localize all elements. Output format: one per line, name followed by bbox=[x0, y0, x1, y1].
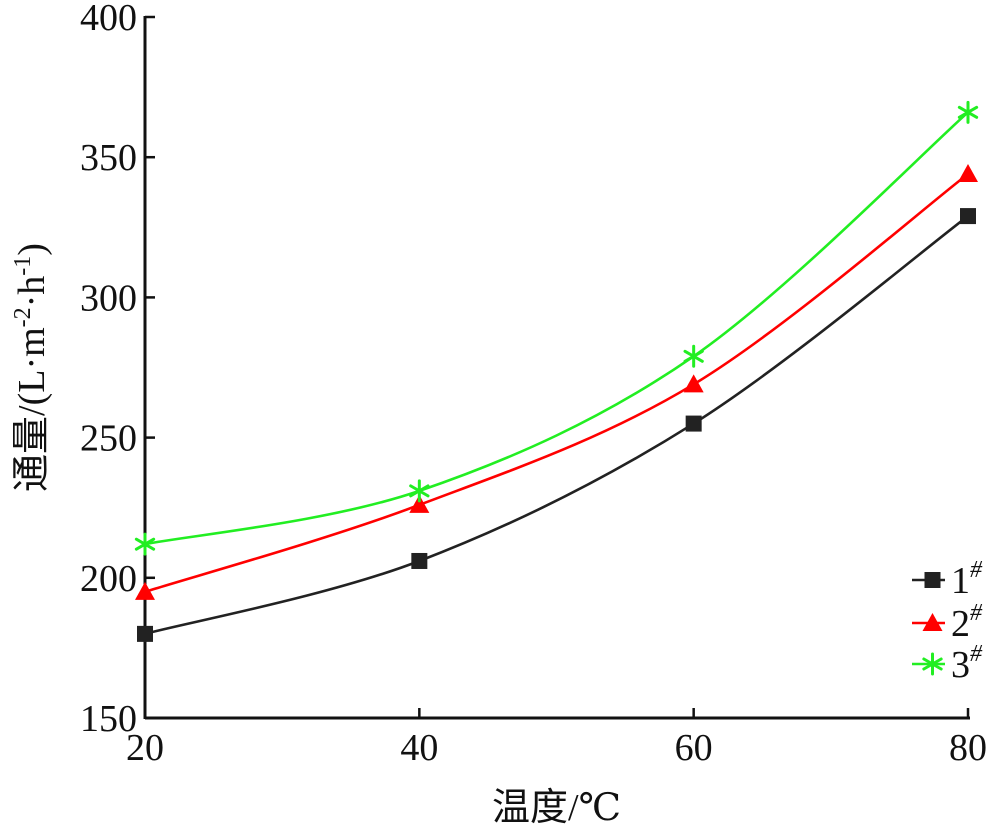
legend-item-3: 3# bbox=[912, 641, 983, 686]
series-line bbox=[144, 111, 969, 546]
data-point bbox=[411, 552, 428, 569]
marker-stroke bbox=[957, 105, 979, 119]
y-tick-label: 250 bbox=[80, 418, 137, 460]
x-tick-label: 60 bbox=[675, 727, 713, 769]
series-line bbox=[144, 172, 969, 594]
series-3 bbox=[134, 100, 979, 556]
marker-stroke bbox=[922, 657, 943, 671]
marker-stroke bbox=[409, 484, 430, 498]
legend-item-1: 1# bbox=[912, 557, 983, 602]
y-tick-label: 150 bbox=[80, 698, 137, 740]
series-1 bbox=[137, 208, 976, 642]
y-axis-title-sup2: -1 bbox=[10, 256, 36, 276]
legend-marker bbox=[922, 613, 943, 631]
series-line bbox=[144, 215, 969, 636]
legend-marker bbox=[924, 572, 941, 588]
y-axis-title: 通量/(L·m-2·h-1) bbox=[10, 243, 53, 492]
data-point bbox=[134, 532, 156, 556]
marker-stroke bbox=[134, 537, 156, 551]
data-point bbox=[683, 374, 704, 393]
data-point bbox=[409, 479, 430, 503]
x-tick-label: 40 bbox=[400, 727, 438, 769]
legend-label: 3# bbox=[951, 641, 983, 686]
y-axis-title-mid: ·h bbox=[11, 276, 53, 308]
legend: 1#2#3# bbox=[912, 557, 983, 686]
data-point bbox=[137, 625, 153, 642]
data-point bbox=[958, 164, 978, 183]
marker-stroke bbox=[683, 349, 704, 363]
series-2 bbox=[135, 164, 978, 600]
legend-label: 2# bbox=[951, 600, 983, 645]
y-tick-label: 200 bbox=[80, 558, 137, 600]
x-tick-label: 20 bbox=[126, 727, 164, 769]
y-axis-title-sup1: -2 bbox=[10, 307, 36, 327]
data-point bbox=[960, 208, 976, 225]
x-axis-title: 温度/℃ bbox=[492, 787, 621, 829]
legend-label: 1# bbox=[951, 557, 983, 602]
data-point bbox=[683, 344, 704, 368]
data-point bbox=[957, 100, 979, 124]
y-axis-title-end: ) bbox=[11, 243, 53, 256]
legend-marker bbox=[922, 652, 943, 676]
axes: 20 40 60 80 150 200 250 300 350 400 bbox=[80, 0, 987, 769]
data-point bbox=[685, 415, 702, 432]
data-point bbox=[409, 494, 430, 513]
x-tick-label: 80 bbox=[949, 727, 987, 769]
series-layer bbox=[134, 100, 979, 642]
data-point bbox=[135, 581, 155, 600]
y-tick-label: 400 bbox=[80, 0, 137, 39]
legend-item-2: 2# bbox=[912, 600, 983, 645]
y-tick-label: 300 bbox=[80, 277, 137, 319]
y-axis-title-main: 通量/(L·m bbox=[11, 327, 53, 492]
y-tick-label: 350 bbox=[80, 137, 137, 179]
